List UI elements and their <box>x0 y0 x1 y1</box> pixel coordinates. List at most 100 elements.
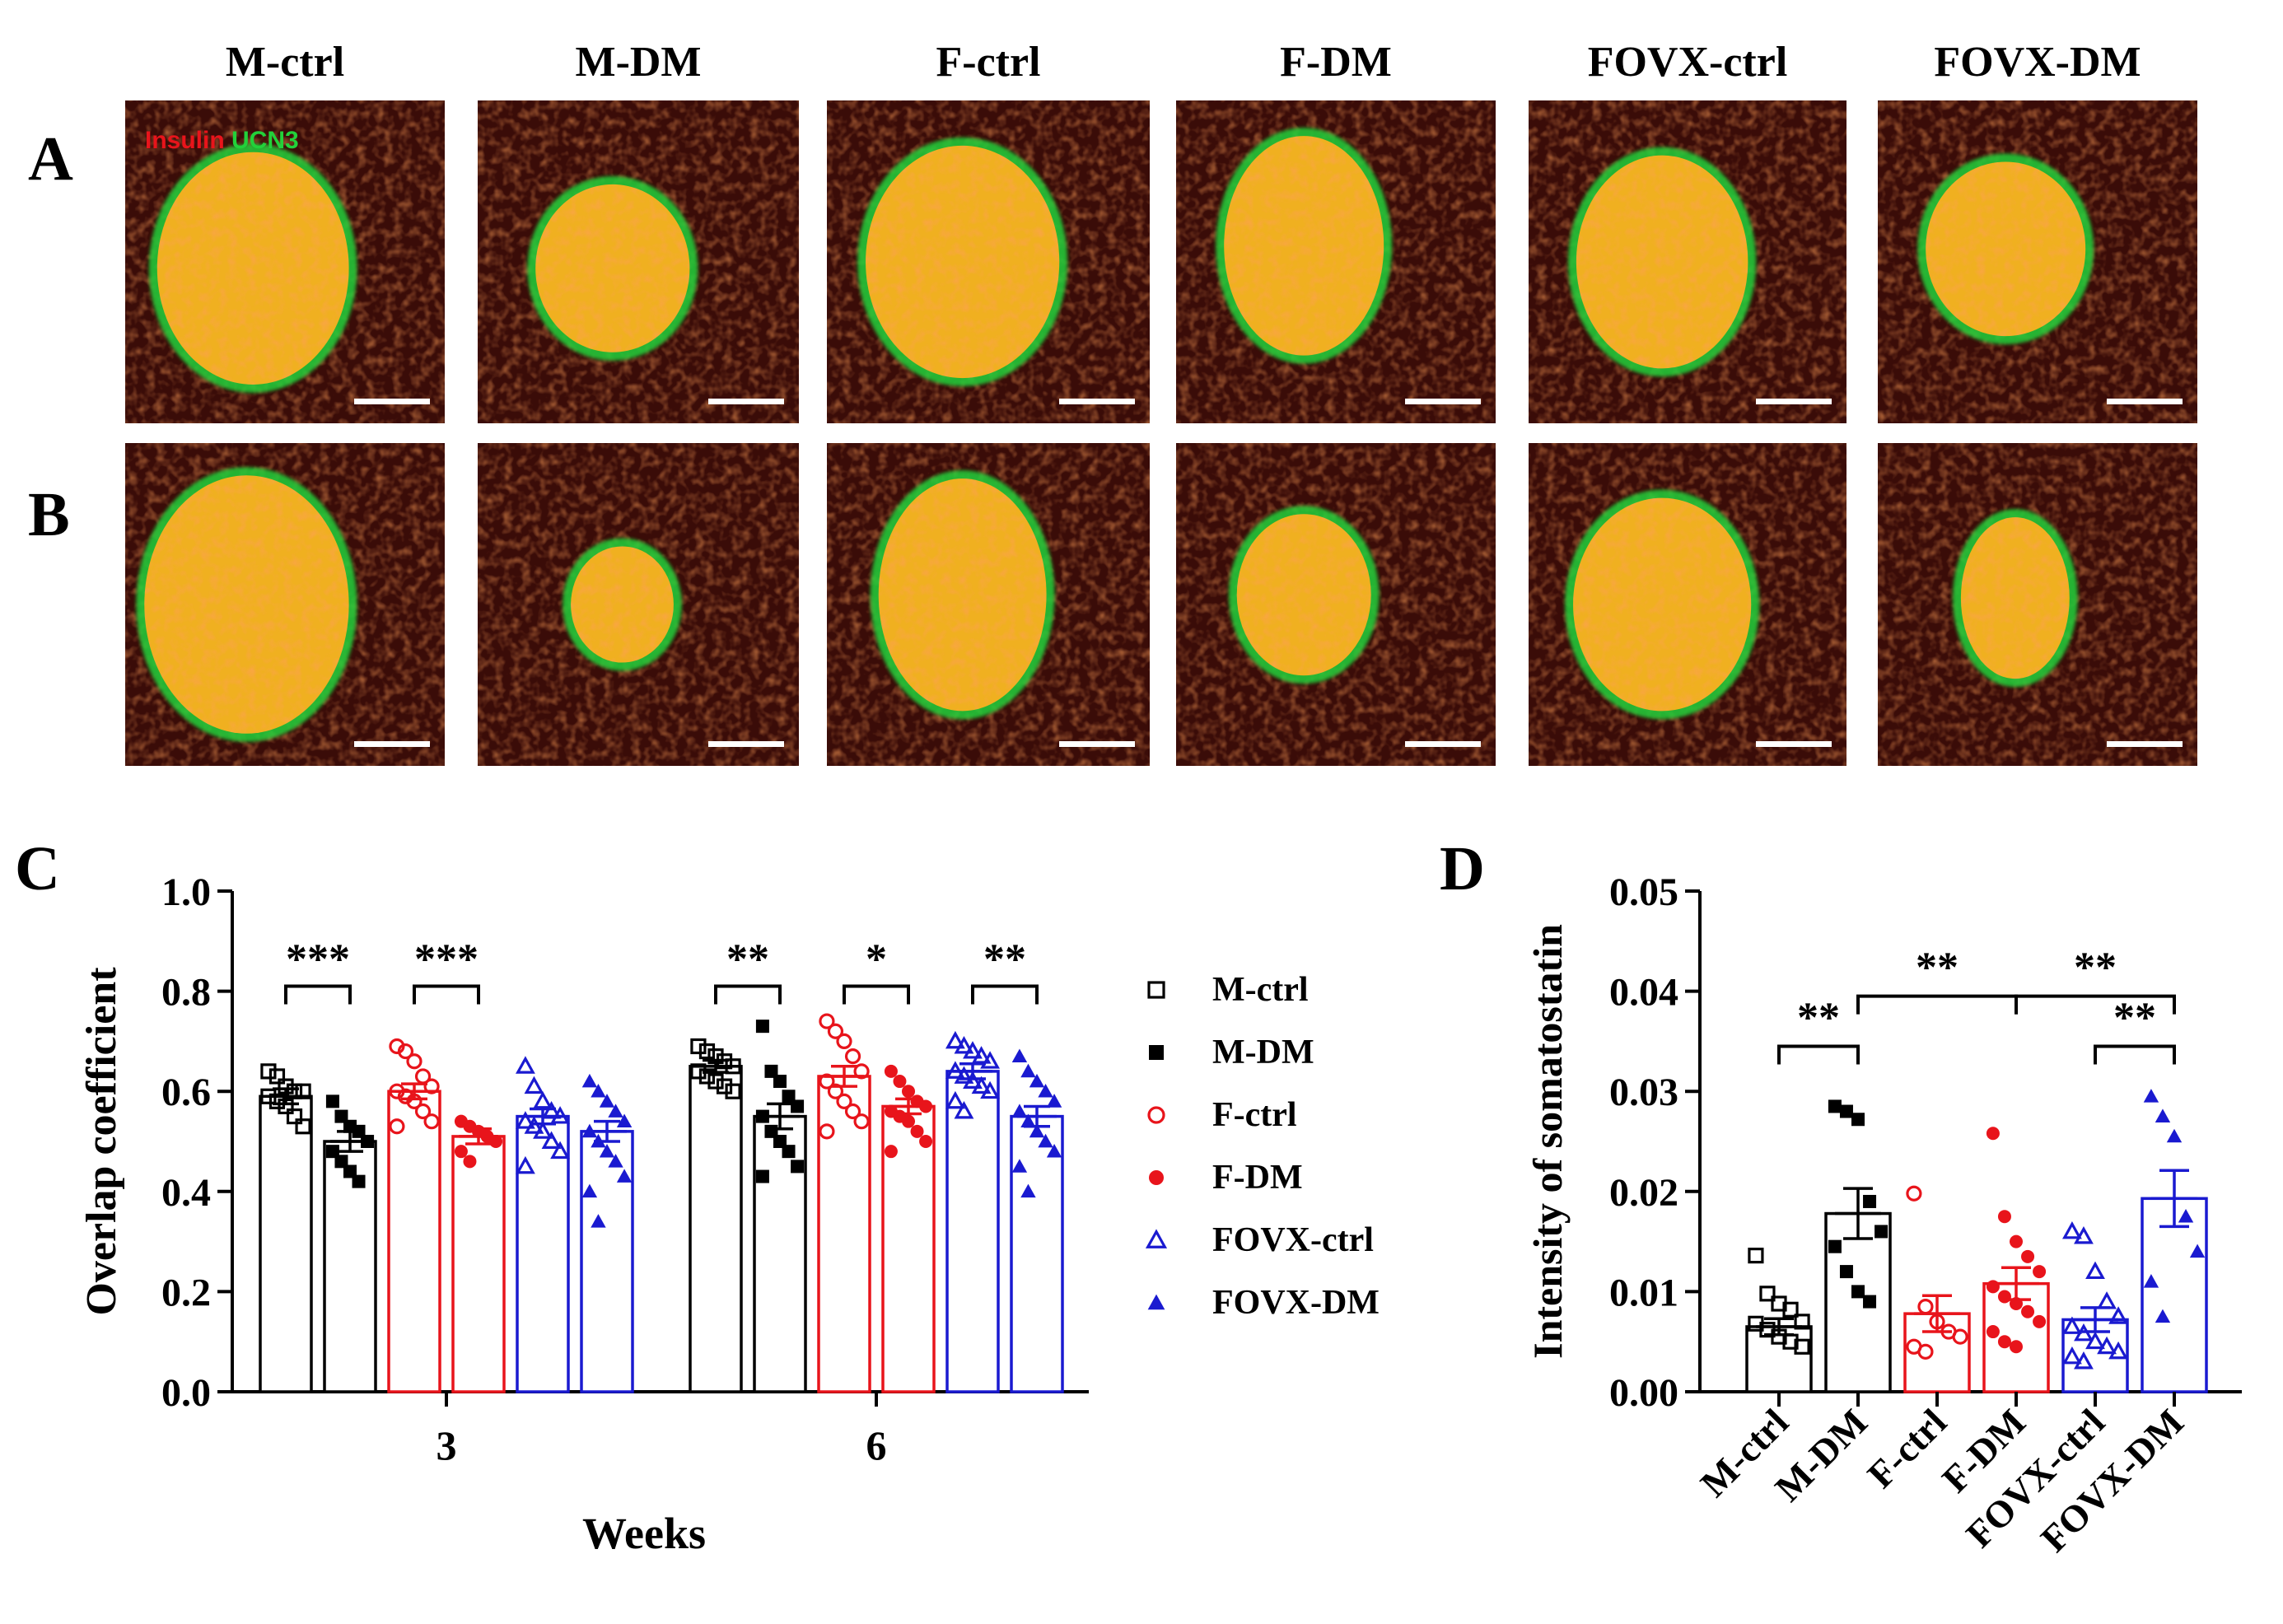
data-point <box>2062 1346 2082 1365</box>
bar <box>259 1094 313 1393</box>
islet-texture <box>1926 161 2086 337</box>
y-tick-label: 0.03 <box>1609 1071 1678 1114</box>
data-point <box>2021 1304 2035 1318</box>
data-point <box>2033 1265 2047 1279</box>
y-tick-label: 0.04 <box>1609 971 1678 1015</box>
data-point <box>2108 1306 2128 1324</box>
data-point <box>836 1093 852 1109</box>
data-point <box>1917 1343 1934 1360</box>
scale-bar <box>354 399 430 404</box>
legend-marker <box>1149 1045 1164 1060</box>
data-point <box>1952 1328 1968 1345</box>
islet-texture <box>1236 514 1371 676</box>
data-point <box>954 1101 974 1119</box>
data-point <box>1986 1127 2000 1141</box>
data-point <box>524 1116 544 1134</box>
data-point <box>2097 1291 2117 1309</box>
significance-label: ** <box>726 936 769 983</box>
data-point <box>397 1043 414 1060</box>
islet-texture <box>1960 517 2070 679</box>
data-point <box>423 1113 440 1130</box>
data-point <box>2189 1244 2206 1258</box>
bar <box>945 1070 1000 1393</box>
data-point <box>827 1083 844 1099</box>
data-point <box>2085 1261 2105 1280</box>
data-point <box>295 1118 311 1135</box>
data-point <box>755 1020 769 1034</box>
column-title: M-DM <box>575 39 701 86</box>
y-tick-label: 0.0 <box>161 1371 211 1415</box>
data-point <box>334 1155 348 1169</box>
chart-c: 0.0 0.2 0.4 0.6 0.8 1.0 Overlap coefficient 3 6 W… <box>78 870 1380 1558</box>
significance-bracket <box>1856 994 2018 1015</box>
column-title: F-ctrl <box>936 39 1040 86</box>
data-point <box>2085 1331 2105 1350</box>
data-point <box>1020 1063 1036 1078</box>
data-point <box>2062 1220 2082 1239</box>
data-point <box>1020 1113 1036 1128</box>
data-point <box>902 1085 915 1099</box>
significance-bracket <box>1777 1044 1860 1065</box>
data-point <box>2178 1209 2194 1223</box>
data-point <box>591 1214 606 1228</box>
data-point <box>325 1094 339 1108</box>
y-tick-label: 0.02 <box>1609 1171 1678 1215</box>
scale-bar <box>2107 399 2183 404</box>
data-point <box>616 1169 633 1183</box>
data-point <box>2143 1089 2159 1103</box>
data-point <box>1863 1194 1877 1208</box>
scale-bar <box>2107 741 2183 747</box>
data-point <box>608 1104 623 1118</box>
data-point <box>352 1174 366 1188</box>
x-tick-label: F-ctrl <box>1860 1401 1955 1496</box>
data-point <box>819 1013 835 1029</box>
data-point <box>980 1051 1000 1069</box>
bar <box>323 1140 377 1393</box>
column-title: F-DM <box>1280 39 1392 86</box>
panel-label-a: A <box>28 124 73 194</box>
data-point <box>791 1160 805 1174</box>
y-tick-label: 0.8 <box>161 971 211 1015</box>
scale-bar <box>1756 399 1832 404</box>
islet-texture <box>1224 136 1384 356</box>
significance-label: ** <box>2113 994 2156 1041</box>
data-point <box>541 1131 562 1149</box>
significance-label: ** <box>2074 945 2117 992</box>
islet-texture <box>571 546 674 663</box>
x-tick-label: M-DM <box>1767 1401 1875 1510</box>
x-tick-label: 3 <box>437 1422 457 1468</box>
significance-label: *** <box>286 936 350 983</box>
data-point <box>698 1068 716 1085</box>
data-point <box>980 1080 1000 1099</box>
y-tick-label: 0.05 <box>1609 870 1678 914</box>
data-point <box>2010 1234 2023 1248</box>
data-point <box>581 1183 598 1198</box>
data-point <box>1011 1048 1028 1062</box>
data-point <box>1874 1225 1888 1239</box>
scale-bar <box>1059 741 1135 747</box>
data-point <box>1917 1299 1934 1315</box>
data-point <box>489 1135 503 1148</box>
data-point <box>782 1090 796 1104</box>
y-axis-title: Intensity of somatostatin <box>1524 924 1571 1359</box>
data-point <box>599 1143 615 1158</box>
panel-label-c: C <box>15 834 60 903</box>
legend-marker <box>1147 1106 1165 1124</box>
islet-texture <box>866 145 1060 379</box>
legend-label: M-DM <box>1212 1034 1314 1071</box>
column-title: FOVX-DM <box>1934 39 2141 86</box>
data-point <box>755 1169 769 1183</box>
panel-label-b: B <box>28 480 70 549</box>
data-point <box>1046 1094 1062 1108</box>
data-point <box>954 1035 974 1054</box>
data-point <box>725 1083 741 1099</box>
data-point <box>286 1083 303 1099</box>
data-point <box>1997 1210 2011 1224</box>
data-point <box>334 1109 348 1123</box>
data-point <box>1863 1295 1877 1309</box>
data-point <box>550 1141 570 1160</box>
data-point <box>516 1111 535 1129</box>
islet-texture <box>878 478 1047 712</box>
data-point <box>884 1064 898 1078</box>
bar <box>689 1065 743 1393</box>
